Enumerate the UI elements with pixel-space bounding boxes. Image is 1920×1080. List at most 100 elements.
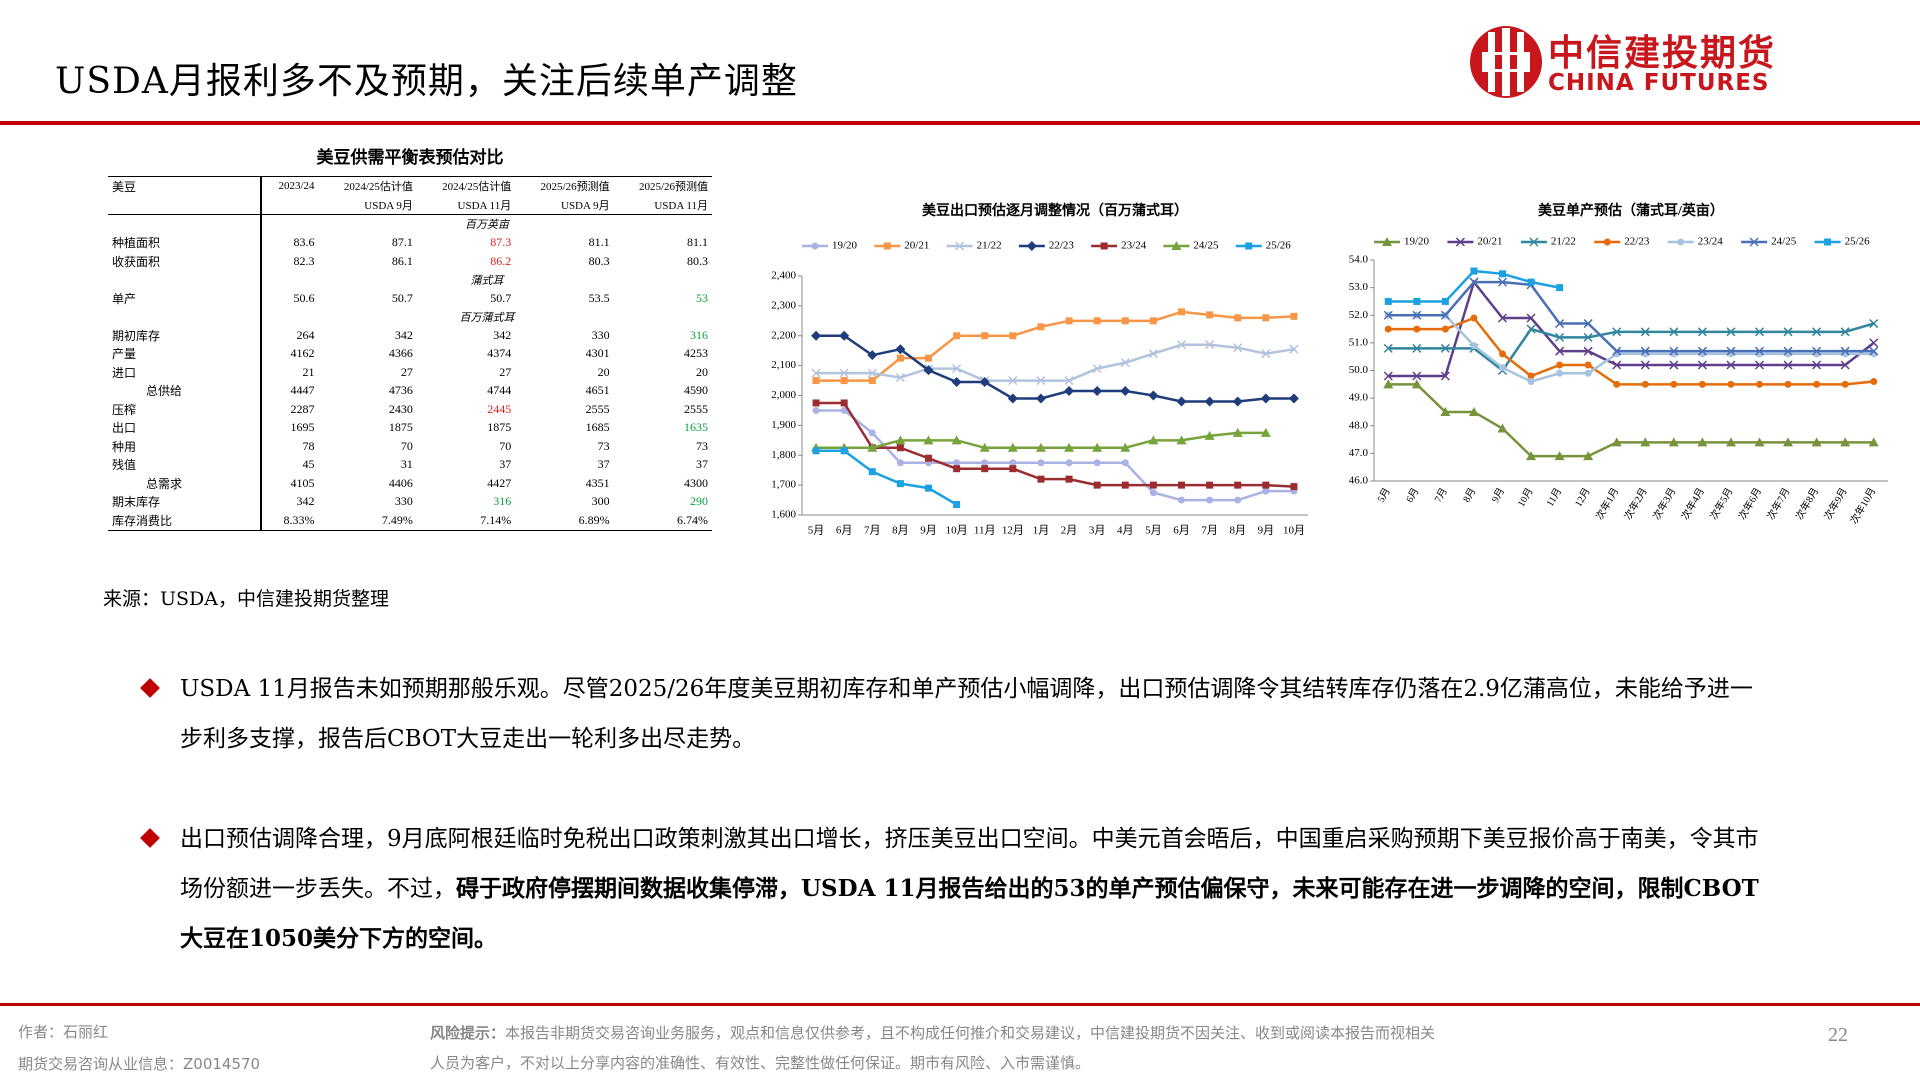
bullet-bold: 碍于政府停摆期间数据收集停滞，USDA 11月报告给出的53的单产预估偏保守，未… — [180, 875, 1759, 952]
legend-label: 24/25 — [1193, 240, 1219, 252]
legend-label: 21/22 — [977, 240, 1002, 252]
marker — [1727, 380, 1735, 388]
table-cell: 27 — [400, 364, 413, 379]
row-label: 压榨 — [108, 400, 262, 419]
series-line — [1388, 322, 1875, 373]
marker — [923, 365, 934, 376]
marker — [1783, 346, 1793, 356]
marker — [896, 459, 904, 467]
marker — [953, 459, 961, 467]
table-cell: 2555 — [684, 401, 708, 416]
series-line — [816, 343, 1295, 382]
table-cell: 50.7 — [391, 290, 413, 305]
y-tick-label: 53.0 — [1349, 281, 1369, 293]
marker — [1178, 481, 1185, 489]
x-tick-label: 次年4月 — [1678, 485, 1707, 522]
row-label: 进口 — [108, 363, 262, 382]
row-label — [108, 270, 262, 289]
marker — [1583, 319, 1593, 329]
y-tick-label: 52.0 — [1349, 309, 1369, 321]
x-tick-label: 7月 — [864, 525, 881, 537]
marker — [1584, 361, 1592, 369]
marker — [896, 480, 904, 488]
marker — [1233, 343, 1243, 353]
bullet-text: USDA 11月报告未如预期那般乐观。尽管2025/26年度美豆期初库存和单产预… — [180, 676, 1753, 752]
bullet-icon — [140, 828, 160, 848]
table-cell: 316 — [493, 494, 512, 509]
marker — [1613, 380, 1621, 388]
x-tick-label: 次年2月 — [1621, 485, 1650, 522]
marker — [1205, 340, 1215, 350]
legend-marker — [1382, 237, 1392, 246]
marker — [1527, 278, 1535, 286]
marker — [923, 435, 934, 445]
table-cell: 7.14% — [416, 511, 516, 531]
marker — [1383, 379, 1394, 389]
table-row: 收获面积 82.3 86.1 86.2 80.3 80.3 — [108, 252, 712, 271]
table-cell: 4366 — [388, 346, 413, 361]
marker — [1556, 284, 1564, 292]
marker — [868, 429, 876, 437]
marker — [1412, 310, 1422, 320]
marker — [1840, 346, 1850, 356]
marker — [1668, 437, 1679, 447]
table-row: 总需求 4105 4406 4427 4351 4300 — [108, 474, 712, 493]
marker — [1870, 378, 1878, 386]
marker — [925, 354, 932, 362]
x-tick-label: 次年1月 — [1593, 485, 1622, 522]
marker — [1469, 277, 1479, 287]
marker — [1611, 437, 1622, 447]
marker — [1384, 297, 1392, 305]
x-tick-label: 次年6月 — [1735, 485, 1764, 522]
table-cell: 87.3 — [490, 235, 512, 250]
marker — [1093, 317, 1101, 325]
x-tick-label: 1月 — [1033, 525, 1050, 537]
marker — [1204, 430, 1215, 440]
marker — [1383, 343, 1393, 353]
table-cell: 87.1 — [391, 235, 413, 250]
marker — [979, 442, 990, 452]
marker — [1440, 371, 1450, 381]
marker — [1526, 313, 1536, 323]
marker — [1669, 346, 1679, 356]
table-cell: 330 — [591, 327, 610, 342]
table-cell: 2445 — [487, 401, 512, 416]
marker — [811, 368, 821, 378]
x-tick-label: 次年5月 — [1707, 485, 1736, 522]
marker — [1206, 496, 1214, 504]
column-period: 2023/24 — [261, 176, 319, 196]
marker — [1583, 346, 1593, 356]
marker — [896, 354, 904, 362]
table-cell: 342 — [296, 494, 315, 509]
marker — [1555, 332, 1565, 342]
marker — [1812, 327, 1822, 337]
marker — [1670, 380, 1678, 388]
table-cell: 316 — [690, 327, 708, 342]
legend-label: 25/26 — [1266, 240, 1292, 252]
marker — [1035, 442, 1046, 452]
marker — [1121, 481, 1129, 489]
x-tick-label: 次年7月 — [1764, 485, 1793, 522]
marker — [1583, 451, 1594, 461]
marker — [1413, 297, 1421, 305]
bullet-icon — [140, 678, 160, 698]
row-label: 期末库存 — [108, 492, 262, 511]
legend-marker — [1026, 241, 1037, 251]
column-period: 2025/26预测值 — [613, 176, 712, 196]
table-cell: 2430 — [388, 401, 413, 416]
marker — [840, 447, 848, 455]
x-tick-label: 10月 — [946, 525, 968, 537]
x-tick-label: 8月 — [892, 525, 909, 537]
marker — [1290, 312, 1298, 320]
marker — [1260, 393, 1271, 404]
marker — [1726, 327, 1736, 337]
y-tick-label: 2,100 — [771, 359, 796, 371]
marker — [1783, 360, 1793, 370]
table-cell: 81.1 — [588, 235, 610, 250]
x-tick-label: 11月 — [1544, 486, 1564, 509]
x-tick-label: 12月 — [1572, 486, 1592, 509]
y-tick-label: 2,400 — [771, 270, 796, 282]
marker — [1092, 442, 1103, 452]
y-tick-label: 2,200 — [771, 329, 796, 341]
marker — [1093, 459, 1101, 467]
